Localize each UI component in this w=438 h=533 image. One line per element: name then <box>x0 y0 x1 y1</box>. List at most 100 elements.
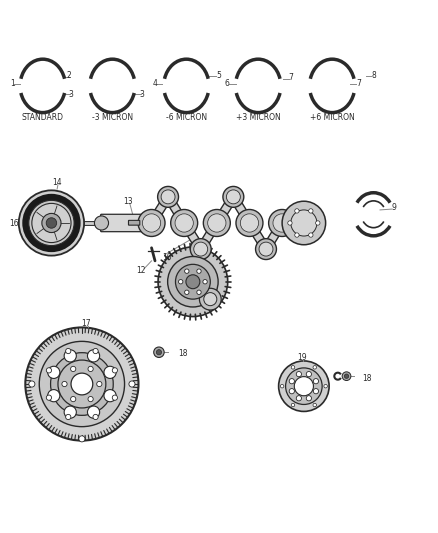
Text: -6 MICRON: -6 MICRON <box>166 113 207 122</box>
Circle shape <box>316 221 320 225</box>
Circle shape <box>93 414 98 419</box>
Circle shape <box>203 279 207 284</box>
Circle shape <box>324 384 327 388</box>
Circle shape <box>190 239 211 260</box>
Circle shape <box>199 288 221 310</box>
Text: 17: 17 <box>81 319 91 328</box>
Circle shape <box>25 327 138 441</box>
Circle shape <box>88 350 100 362</box>
Circle shape <box>22 194 81 252</box>
Circle shape <box>32 204 71 243</box>
Circle shape <box>259 242 273 256</box>
Circle shape <box>295 209 299 213</box>
FancyBboxPatch shape <box>101 214 146 232</box>
Circle shape <box>185 269 189 273</box>
Text: 13: 13 <box>123 197 132 206</box>
Circle shape <box>48 366 60 378</box>
Text: 8: 8 <box>371 70 376 79</box>
Text: 16: 16 <box>9 220 18 228</box>
Circle shape <box>291 403 295 407</box>
Circle shape <box>291 366 295 369</box>
Circle shape <box>138 209 165 237</box>
Circle shape <box>313 389 318 394</box>
Text: 2: 2 <box>67 70 71 79</box>
Circle shape <box>208 214 226 232</box>
Text: 18: 18 <box>362 374 372 383</box>
Circle shape <box>88 406 100 418</box>
Text: 19: 19 <box>297 353 307 362</box>
Circle shape <box>344 374 349 378</box>
Circle shape <box>48 390 60 402</box>
Circle shape <box>95 216 109 230</box>
Text: 12: 12 <box>136 266 145 276</box>
Text: 7: 7 <box>357 79 362 88</box>
Circle shape <box>295 233 299 237</box>
Circle shape <box>286 368 322 405</box>
Text: 3: 3 <box>140 90 145 99</box>
Circle shape <box>255 239 276 260</box>
Circle shape <box>294 377 314 396</box>
Text: 7: 7 <box>288 72 293 82</box>
Circle shape <box>280 384 284 388</box>
Circle shape <box>342 372 351 381</box>
Text: +3 MICRON: +3 MICRON <box>236 113 281 122</box>
Circle shape <box>42 213 61 232</box>
Circle shape <box>176 264 210 299</box>
Circle shape <box>306 372 311 377</box>
Text: STANDARD: STANDARD <box>22 113 64 122</box>
Circle shape <box>282 201 325 245</box>
Text: 3: 3 <box>69 90 74 99</box>
Circle shape <box>29 381 35 387</box>
Text: 15: 15 <box>24 202 33 211</box>
Circle shape <box>104 366 116 378</box>
Circle shape <box>62 382 67 386</box>
Circle shape <box>50 353 113 415</box>
Circle shape <box>185 290 189 294</box>
Circle shape <box>46 368 52 373</box>
Text: -3 MICRON: -3 MICRON <box>92 113 133 122</box>
Circle shape <box>64 406 76 418</box>
Circle shape <box>226 190 240 204</box>
Circle shape <box>39 341 124 426</box>
Circle shape <box>223 187 244 207</box>
Circle shape <box>291 210 317 236</box>
Circle shape <box>204 293 217 305</box>
Circle shape <box>313 378 318 384</box>
Circle shape <box>197 269 201 273</box>
Circle shape <box>197 290 201 294</box>
Circle shape <box>156 350 162 355</box>
Text: +6 MICRON: +6 MICRON <box>310 113 354 122</box>
Circle shape <box>171 209 198 237</box>
Circle shape <box>158 247 228 317</box>
Circle shape <box>273 214 291 232</box>
Circle shape <box>306 395 311 401</box>
Text: 5: 5 <box>216 70 222 79</box>
Circle shape <box>71 397 76 402</box>
Circle shape <box>161 190 175 204</box>
Circle shape <box>46 218 57 228</box>
Circle shape <box>88 397 93 402</box>
Text: 10: 10 <box>162 253 172 262</box>
Circle shape <box>186 275 200 289</box>
Circle shape <box>175 214 193 232</box>
Circle shape <box>66 414 71 419</box>
Circle shape <box>296 372 301 377</box>
Circle shape <box>203 209 230 237</box>
Circle shape <box>154 347 164 358</box>
Circle shape <box>288 221 292 225</box>
Circle shape <box>29 200 74 246</box>
Circle shape <box>71 373 93 395</box>
Circle shape <box>46 395 52 400</box>
Circle shape <box>71 366 76 372</box>
Circle shape <box>158 187 179 207</box>
Circle shape <box>179 279 183 284</box>
Text: 4: 4 <box>152 79 157 88</box>
Circle shape <box>64 350 76 362</box>
Circle shape <box>313 366 317 369</box>
FancyBboxPatch shape <box>128 220 140 225</box>
Circle shape <box>279 361 329 411</box>
Circle shape <box>194 242 208 256</box>
Circle shape <box>112 368 117 373</box>
Text: 9: 9 <box>392 203 397 212</box>
Text: 18: 18 <box>179 349 188 358</box>
